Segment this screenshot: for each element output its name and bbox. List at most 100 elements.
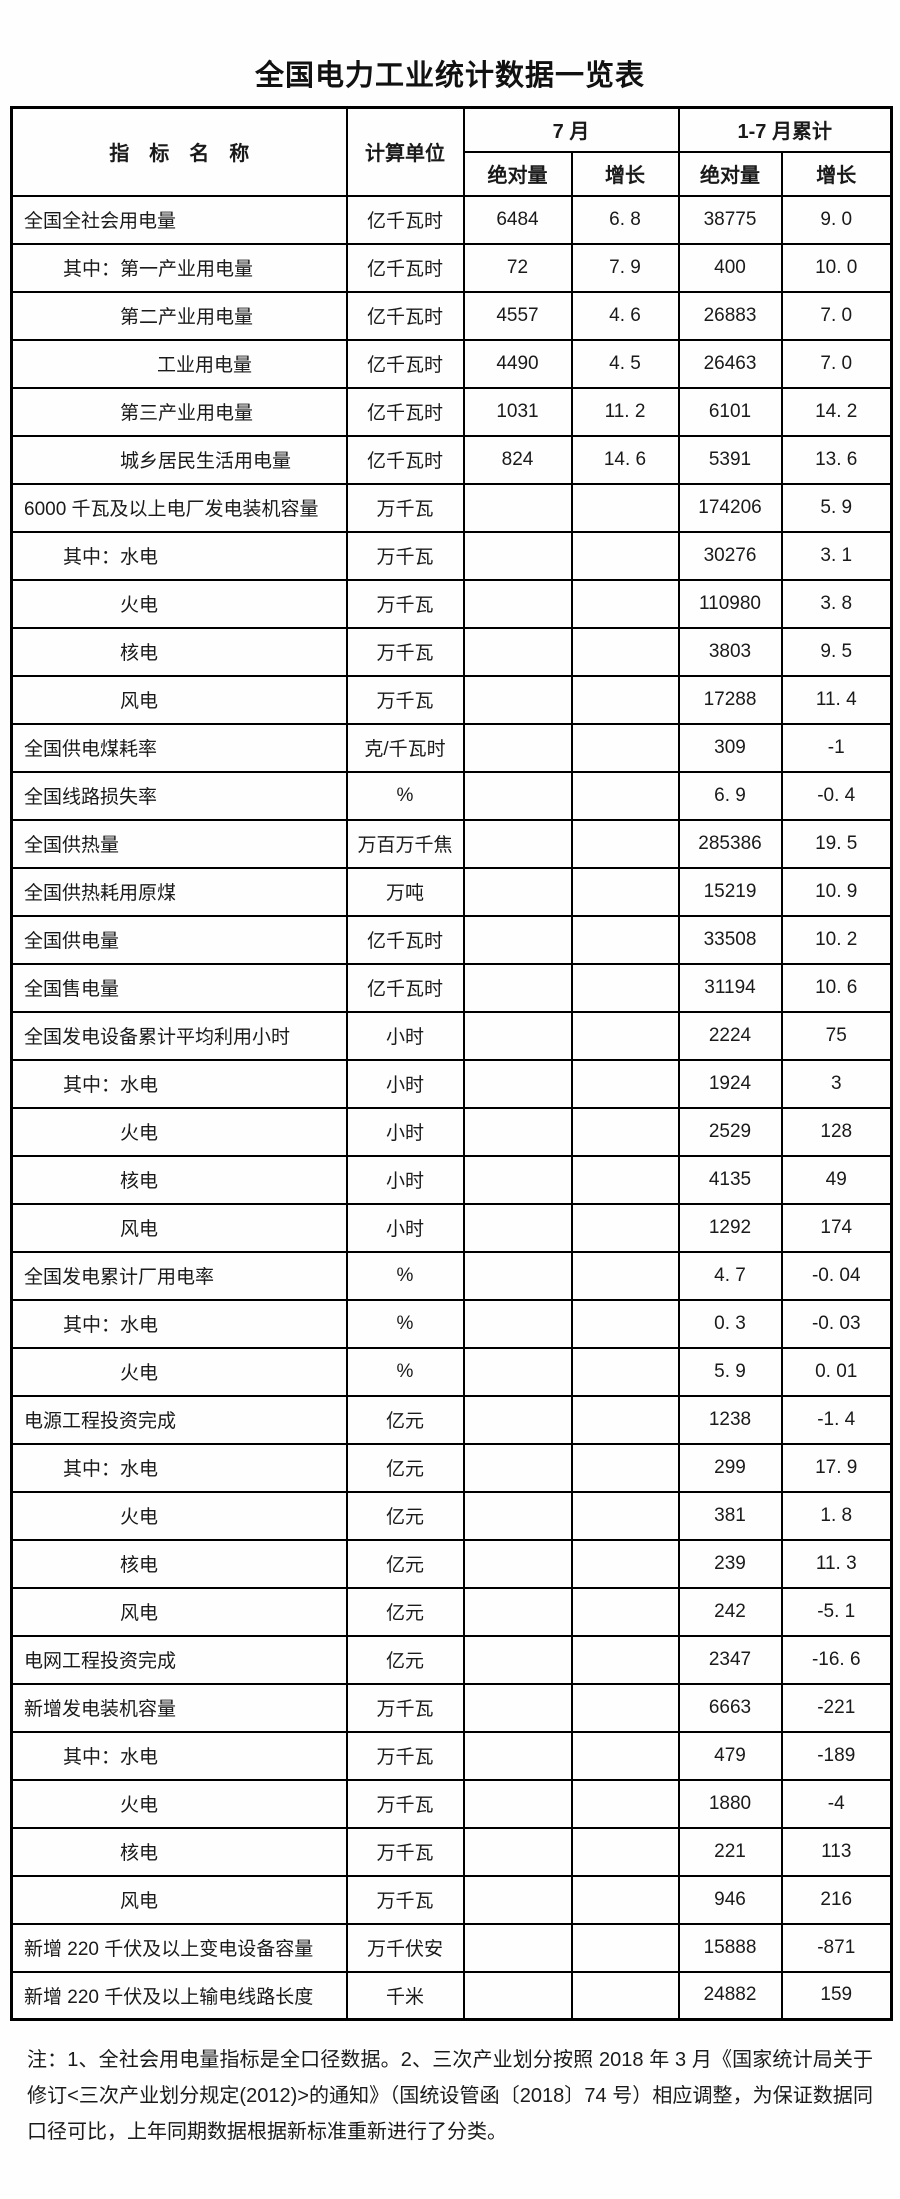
july-growth-cell [570, 1634, 680, 1685]
indicator-name-cell: 全国发电设备累计平均利用小时 [10, 1010, 348, 1061]
unit-cell: 亿元 [345, 1634, 465, 1685]
unit-cell: 亿千瓦时 [345, 194, 465, 245]
july-growth-cell [570, 530, 680, 581]
table-row: 电网工程投资完成 亿元 2347 -16. 6 [10, 1634, 893, 1685]
july-absolute-cell [462, 1058, 573, 1109]
unit-cell: % [345, 1346, 465, 1397]
unit-cell: 万千瓦 [345, 578, 465, 629]
cum-growth-cell: 3 [780, 1058, 893, 1109]
july-growth-cell: 7. 9 [570, 242, 680, 293]
unit-cell: 亿千瓦时 [345, 434, 465, 485]
unit-cell: 小时 [345, 1202, 465, 1253]
unit-cell: 千米 [345, 1970, 465, 2021]
july-growth-cell: 4. 6 [570, 290, 680, 341]
unit-cell: 万千瓦 [345, 626, 465, 677]
table-row: 风电 万千瓦 946 216 [10, 1874, 893, 1925]
table-row: 全国供电煤耗率 克/千瓦时 309 -1 [10, 722, 893, 773]
july-growth-cell [570, 1346, 680, 1397]
cum-growth-cell: 216 [780, 1874, 893, 1925]
july-absolute-cell [462, 1250, 573, 1301]
indicator-name-cell: 风电 [10, 1874, 348, 1925]
july-absolute-cell [462, 626, 573, 677]
july-growth-cell [570, 866, 680, 917]
cum-growth-cell: 128 [780, 1106, 893, 1157]
indicator-name-cell: 风电 [10, 674, 348, 725]
cum-absolute-cell: 309 [677, 722, 783, 773]
cum-absolute-cell: 26463 [677, 338, 783, 389]
cum-absolute-cell: 5. 9 [677, 1346, 783, 1397]
july-absolute-cell [462, 482, 573, 533]
july-growth-cell [570, 1202, 680, 1253]
indicator-name-cell: 其中：水电 [10, 1298, 348, 1349]
cum-growth-cell: 11. 4 [780, 674, 893, 725]
table-row: 核电 小时 4135 49 [10, 1154, 893, 1205]
july-growth-cell [570, 1586, 680, 1637]
july-growth-cell: 4. 5 [570, 338, 680, 389]
july-absolute-cell [462, 1346, 573, 1397]
cum-absolute-cell: 479 [677, 1730, 783, 1781]
july-growth-cell [570, 770, 680, 821]
header-cumulative: 1-7 月累计 [677, 106, 893, 153]
unit-cell: 小时 [345, 1058, 465, 1109]
indicator-name-cell: 工业用电量 [10, 338, 348, 389]
unit-cell: 万千瓦 [345, 1826, 465, 1877]
july-absolute-cell [462, 1778, 573, 1829]
july-absolute-cell [462, 866, 573, 917]
july-growth-cell [570, 1010, 680, 1061]
july-absolute-cell [462, 1874, 573, 1925]
july-growth-cell [570, 1874, 680, 1925]
indicator-name-cell: 核电 [10, 1154, 348, 1205]
july-absolute-cell [462, 1154, 573, 1205]
indicator-name-cell: 其中：水电 [10, 1730, 348, 1781]
cum-absolute-cell: 15219 [677, 866, 783, 917]
cum-growth-cell: 9. 0 [780, 194, 893, 245]
cum-absolute-cell: 26883 [677, 290, 783, 341]
unit-cell: 亿千瓦时 [345, 338, 465, 389]
indicator-name-cell: 全国发电累计厂用电率 [10, 1250, 348, 1301]
table-body: 全国全社会用电量 亿千瓦时 6484 6. 8 38775 9. 0 其中：第一产业用电量亿… [10, 194, 893, 2021]
july-absolute-cell [462, 962, 573, 1013]
july-absolute-cell [462, 578, 573, 629]
cum-growth-cell: 174 [780, 1202, 893, 1253]
table-row: 风电 亿元 242 -5. 1 [10, 1586, 893, 1637]
indicator-name-cell: 核电 [10, 626, 348, 677]
indicator-name-cell: 其中：水电 [10, 1058, 348, 1109]
table-row: 全国线路损失率% 6. 9 -0. 4 [10, 770, 893, 821]
statistics-table: 指 标 名 称 计算单位 7 月 1-7 月累计 绝对量 增长 绝对量 增长 全… [10, 106, 893, 2021]
table-row: 城乡居民生活用电量 亿千瓦时 824 14. 6 5391 13. 6 [10, 434, 893, 485]
cum-absolute-cell: 242 [677, 1586, 783, 1637]
cum-growth-cell: 10. 9 [780, 866, 893, 917]
cum-absolute-cell: 4135 [677, 1154, 783, 1205]
header-july: 7 月 [462, 106, 680, 153]
cum-growth-cell: -0. 04 [780, 1250, 893, 1301]
july-absolute-cell [462, 1586, 573, 1637]
cum-growth-cell: -189 [780, 1730, 893, 1781]
cum-growth-cell: 1. 8 [780, 1490, 893, 1541]
indicator-name-cell: 全国供热量 [10, 818, 348, 869]
table-row: 第三产业用电量 亿千瓦时 1031 11. 2 6101 14. 2 [10, 386, 893, 437]
table-row: 火电% 5. 9 0. 01 [10, 1346, 893, 1397]
indicator-name-cell: 全国线路损失率 [10, 770, 348, 821]
july-growth-cell [570, 1154, 680, 1205]
unit-cell: 万千瓦 [345, 1730, 465, 1781]
july-growth-cell [570, 1250, 680, 1301]
july-growth-cell [570, 1058, 680, 1109]
cum-absolute-cell: 299 [677, 1442, 783, 1493]
cum-growth-cell: -1 [780, 722, 893, 773]
unit-cell: 万百万千焦 [345, 818, 465, 869]
table-row: 火电 万千瓦 110980 3. 8 [10, 578, 893, 629]
unit-cell: 亿千瓦时 [345, 242, 465, 293]
header-unit: 计算单位 [345, 106, 465, 197]
header-indicator: 指 标 名 称 [10, 106, 348, 197]
cum-absolute-cell: 0. 3 [677, 1298, 783, 1349]
indicator-name-cell: 火电 [10, 1778, 348, 1829]
cum-growth-cell: 7. 0 [780, 338, 893, 389]
july-growth-cell: 14. 6 [570, 434, 680, 485]
cum-growth-cell: 10. 0 [780, 242, 893, 293]
indicator-name-cell: 其中：水电 [10, 530, 348, 581]
july-growth-cell [570, 578, 680, 629]
july-absolute-cell [462, 1826, 573, 1877]
table-row: 新增发电装机容量 万千瓦 6663 -221 [10, 1682, 893, 1733]
cum-absolute-cell: 2529 [677, 1106, 783, 1157]
